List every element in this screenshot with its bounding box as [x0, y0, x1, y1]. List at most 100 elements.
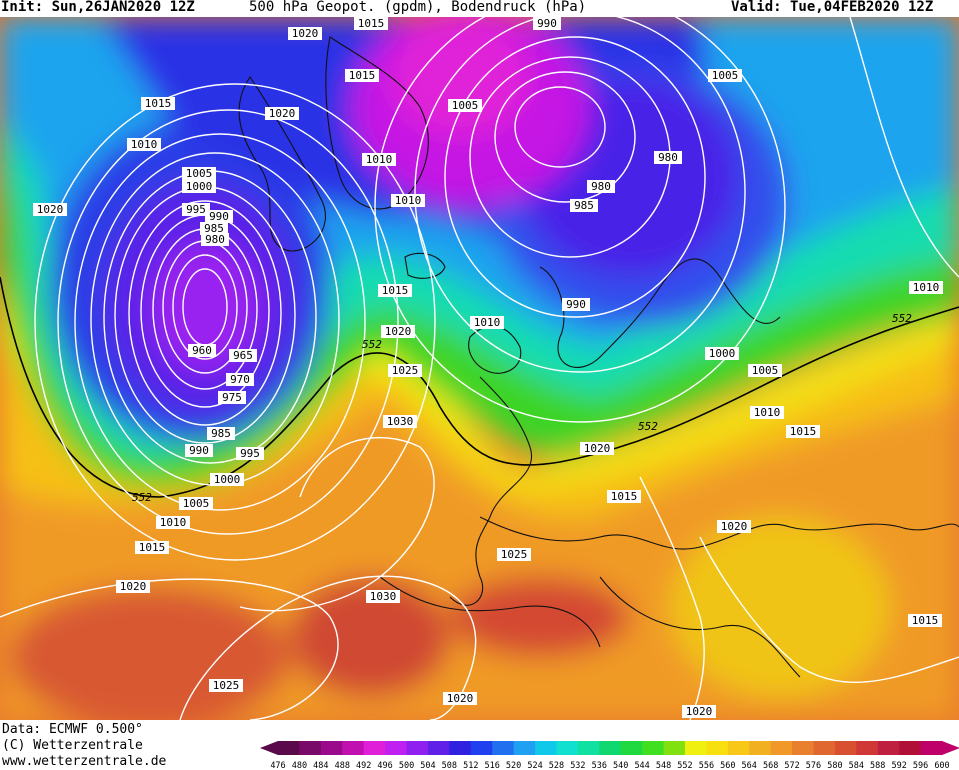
svg-text:965: 965	[233, 349, 253, 362]
color-scale-label: 500	[399, 761, 414, 770]
color-scale-label: 564	[742, 761, 757, 770]
chart-title: 500 hPa Geopot. (gpdm), Bodendruck (hPa)	[249, 0, 587, 15]
color-scale-segment	[320, 741, 343, 755]
pressure-label: 1030	[366, 590, 400, 603]
svg-text:1010: 1010	[131, 138, 158, 151]
copyright: (C) Wetterzentrale	[2, 738, 143, 753]
color-scale-segment	[513, 741, 536, 755]
svg-text:1020: 1020	[584, 442, 611, 455]
data-source: Data: ECMWF 0.500°	[2, 722, 143, 737]
pressure-label: 990	[562, 298, 590, 311]
svg-text:1020: 1020	[37, 203, 64, 216]
color-scale-segment	[470, 741, 493, 755]
svg-text:1020: 1020	[120, 580, 147, 593]
svg-text:990: 990	[537, 17, 557, 30]
color-scale-segment	[620, 741, 643, 755]
geopotential-label: 552	[362, 338, 382, 351]
svg-text:990: 990	[209, 210, 229, 223]
init-time: Init: Sun,26JAN2020 12Z	[1, 0, 195, 15]
geopotential-552-contour	[0, 276, 959, 498]
svg-text:1015: 1015	[611, 490, 638, 503]
svg-text:980: 980	[205, 233, 225, 246]
pressure-labels: 1015 990 1020 1015 1005 1015 1020 1005 1…	[33, 17, 943, 718]
pressure-label: 1010	[470, 316, 504, 329]
pressure-label: 980	[201, 233, 229, 246]
color-scale-segment	[899, 741, 922, 755]
color-scale-segment	[856, 741, 879, 755]
color-scale-segment	[813, 741, 836, 755]
pressure-label: 1020	[33, 203, 67, 216]
coastlines	[238, 36, 959, 678]
pressure-label: 1015	[378, 284, 412, 297]
pressure-label: 1015	[354, 17, 388, 30]
color-scale-label: 588	[870, 761, 885, 770]
svg-text:1025: 1025	[213, 679, 240, 692]
svg-text:985: 985	[204, 222, 224, 235]
color-scale-label: 580	[827, 761, 842, 770]
svg-text:1005: 1005	[752, 364, 779, 377]
pressure-label: 975	[218, 391, 246, 404]
color-scale-label: 508	[442, 761, 457, 770]
color-scale-segment	[663, 741, 686, 755]
svg-text:1030: 1030	[370, 590, 397, 603]
pressure-label: 990	[533, 17, 561, 30]
pressure-label: 1000	[210, 473, 244, 486]
color-scale-segment	[535, 741, 558, 755]
pressure-label: 1020	[580, 442, 614, 455]
svg-text:1020: 1020	[447, 692, 474, 705]
svg-text:960: 960	[192, 344, 212, 357]
color-scale-segment	[599, 741, 622, 755]
valid-time: Valid: Tue,04FEB2020 12Z	[731, 0, 934, 15]
pressure-label: 1020	[265, 107, 299, 120]
color-scale-label: 556	[699, 761, 714, 770]
svg-text:990: 990	[566, 298, 586, 311]
pressure-label: 1020	[116, 580, 150, 593]
pressure-label: 1010	[909, 281, 943, 294]
svg-text:1015: 1015	[382, 284, 409, 297]
header: Init: Sun,26JAN2020 12Z 500 hPa Geopot. …	[0, 0, 959, 17]
color-scale-label: 536	[592, 761, 607, 770]
svg-text:1015: 1015	[349, 69, 376, 82]
pressure-label: 960	[188, 344, 216, 357]
color-scale-arrow-right	[942, 741, 959, 755]
pressure-label: 1015	[908, 614, 942, 627]
pressure-label: 970	[226, 373, 254, 386]
svg-text:1010: 1010	[160, 516, 187, 529]
geopotential-label: 552	[132, 491, 152, 504]
svg-text:1015: 1015	[358, 17, 385, 30]
svg-text:985: 985	[574, 199, 594, 212]
geopotential-label: 552	[892, 312, 912, 325]
color-scale-label: 504	[420, 761, 435, 770]
color-scale-arrow-left	[260, 741, 278, 755]
pressure-label: 980	[587, 180, 615, 193]
color-scale-segment	[706, 741, 729, 755]
color-scale-label: 528	[549, 761, 564, 770]
color-scale-label: 568	[763, 761, 778, 770]
svg-text:1025: 1025	[392, 364, 419, 377]
svg-text:1020: 1020	[686, 705, 713, 718]
color-scale-label: 484	[313, 761, 328, 770]
pressure-label: 1030	[383, 415, 417, 428]
color-scale-segment	[449, 741, 472, 755]
svg-text:975: 975	[222, 391, 242, 404]
pressure-label: 980	[654, 151, 682, 164]
svg-text:1020: 1020	[269, 107, 296, 120]
svg-text:980: 980	[591, 180, 611, 193]
color-scale-bar: 476 480 484 488 492 496 500 504 508 512 516 520 524 5…	[260, 741, 959, 770]
color-scale-label: 584	[849, 761, 864, 770]
color-scale-label: 540	[613, 761, 628, 770]
color-scale-label: 576	[806, 761, 821, 770]
pressure-label: 990	[205, 210, 233, 223]
isobars	[0, 17, 959, 720]
color-scale-label: 516	[485, 761, 500, 770]
color-scale-labels: 476 480 484 488 492 496 500 504 508 512 516 520 524 5…	[270, 761, 949, 770]
pressure-label: 1005	[748, 364, 782, 377]
color-scale-label: 488	[335, 761, 350, 770]
color-scale-label: 524	[527, 761, 542, 770]
svg-text:1000: 1000	[214, 473, 241, 486]
color-scale-segment	[684, 741, 707, 755]
color-scale-segment	[877, 741, 900, 755]
svg-text:1010: 1010	[395, 194, 422, 207]
pressure-label: 1005	[708, 69, 742, 82]
